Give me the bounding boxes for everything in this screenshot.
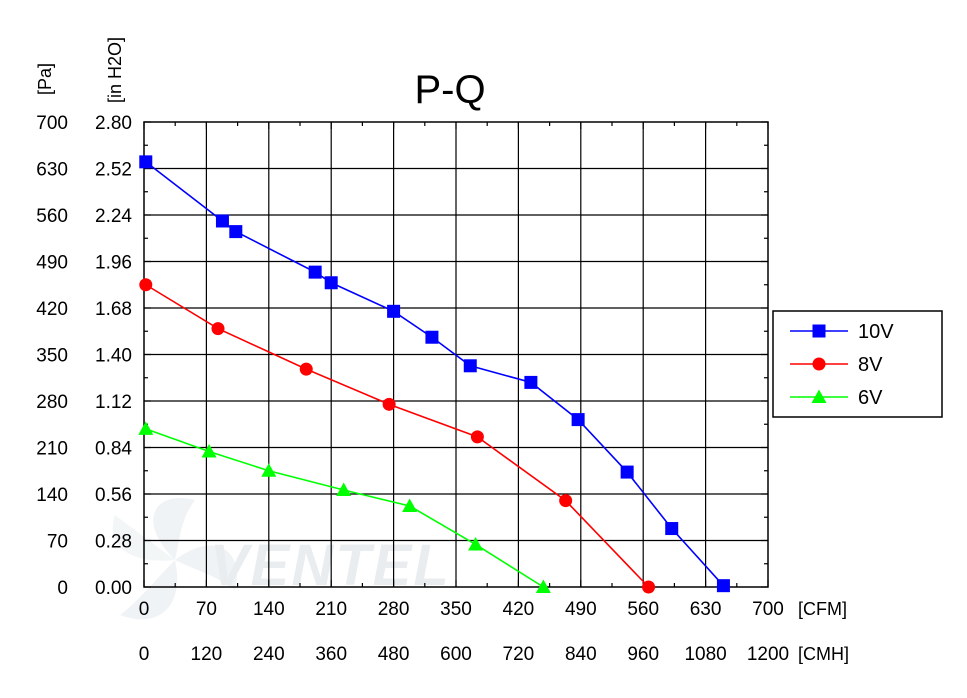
series-10v-point [716,579,730,593]
y-tick-label-inh2o: 1.40 [95,346,132,367]
series-8v-point [559,494,573,508]
series-10v-point [571,413,585,427]
y-tick-label-pa: 70 [47,532,68,553]
series-10v-point [229,225,243,239]
y-tick-label-inh2o: 2.24 [95,206,132,227]
y-axis-inh2o: 2.80 2.52 2.24 1.96 1.68 1.40 1.12 0.84 0.56 0.28… [95,113,132,599]
x-tick-label-cmh: 1200 [747,644,789,665]
y-tick-label-inh2o: 1.96 [95,253,132,274]
legend: 10V 8V 6V [772,310,943,418]
chart-title: P-Q [414,68,485,112]
series-10v-point [139,155,153,169]
series-8v-point [139,278,153,292]
x-tick-label-cfm: 700 [752,599,784,620]
series-6v-point [468,536,484,551]
x-tick-label-cmh: 480 [378,644,410,665]
y-tick-label-pa: 140 [36,485,68,506]
y-tick-label-inh2o: 1.12 [95,392,132,413]
legend-entry-10v-marker [812,324,826,338]
series-lines [138,155,730,594]
x-tick-label-cmh: 0 [139,644,150,665]
legend-entry-10v-label: 10V [858,321,894,343]
x-tick-label-cfm: 280 [378,599,410,620]
unit-label-inh2o: [in H2O] [105,37,125,103]
series-6v-point [138,421,154,435]
series-6v-point [261,463,277,477]
unit-label-pa: [Pa] [35,63,55,95]
series-8v-point [382,397,396,411]
x-tick-label-cmh: 360 [315,644,347,665]
series-10v [139,155,730,593]
legend-entry-10v: 10V [790,321,894,343]
x-tick-label-cmh: 1080 [684,644,726,665]
x-tick-label-cfm: 350 [440,599,472,620]
x-tick-label-cmh: 600 [440,644,472,665]
legend-entry-6v-label: 6V [858,387,883,409]
x-tick-label-cmh: 960 [627,644,659,665]
y-tick-label-pa: 560 [36,206,68,227]
series-8v-point [642,580,656,594]
x-tick-label-cmh: 240 [253,644,285,665]
watermark-text: VENTEL [210,533,451,598]
legend-entry-8v-marker [812,357,826,371]
x-tick-label-cmh: 720 [503,644,535,665]
series-10v-point [665,522,679,536]
y-tick-label-inh2o: 0.28 [95,532,132,553]
y-tick-label-inh2o: 1.68 [95,299,132,320]
series-10v-point [463,359,477,373]
x-tick-label-cfm: 560 [627,599,659,620]
x-tick-label-cfm: 140 [253,599,285,620]
series-6v-point [336,482,352,497]
y-tick-label-pa: 210 [36,439,68,460]
series-8v-point [299,362,313,376]
series-6v [138,421,551,593]
unit-label-cmh: [CMH] [798,644,849,664]
series-6v-point [201,443,217,458]
x-tick-label-cmh: 120 [191,644,223,665]
series-10v-point [324,276,338,290]
x-tick-label-cfm: 490 [565,599,597,620]
y-tick-label-inh2o: 2.52 [95,160,132,181]
x-axis-cmh: 0 120 240 360 480 600 720 840 960 1080 1200 [139,644,789,665]
series-8v [139,278,656,594]
legend-entry-6v: 6V [790,387,883,409]
y-tick-label-inh2o: 0.56 [95,485,132,506]
y-tick-label-pa: 630 [36,160,68,181]
series-10v-point [425,330,439,344]
y-tick-label-inh2o: 0.00 [95,578,132,599]
x-tick-label-cfm: 70 [196,599,217,620]
y-tick-label-pa: 280 [36,392,68,413]
series-10v-point [308,265,322,279]
y-tick-label-pa: 0 [57,578,68,599]
series-10v-point [215,214,229,228]
x-axis-cfm: 0 70 140 210 280 350 420 490 560 630 700 [139,599,784,620]
series-8v-point [470,430,484,444]
unit-label-cfm: [CFM] [798,599,847,619]
y-tick-label-inh2o: 2.80 [95,113,132,134]
y-tick-label-pa: 700 [36,113,68,134]
x-tick-label-cfm: 630 [690,599,722,620]
series-10v-point [620,465,634,479]
series-8v-point [211,322,225,336]
x-tick-label-cfm: 210 [315,599,347,620]
series-10v-point [387,304,401,318]
x-tick-label-cfm: 0 [139,599,150,620]
legend-entry-6v-marker [811,389,827,403]
y-tick-label-pa: 420 [36,299,68,320]
legend-entry-8v: 8V [790,354,883,376]
series-10v-point [524,375,538,389]
y-tick-label-pa: 490 [36,253,68,274]
x-tick-label-cmh: 840 [565,644,597,665]
y-tick-label-pa: 350 [36,346,68,367]
y-tick-label-inh2o: 0.84 [95,439,132,460]
series-6v-point [402,498,418,512]
legend-entry-8v-label: 8V [858,354,883,376]
series-6v-point [535,579,551,593]
x-tick-label-cfm: 420 [503,599,535,620]
